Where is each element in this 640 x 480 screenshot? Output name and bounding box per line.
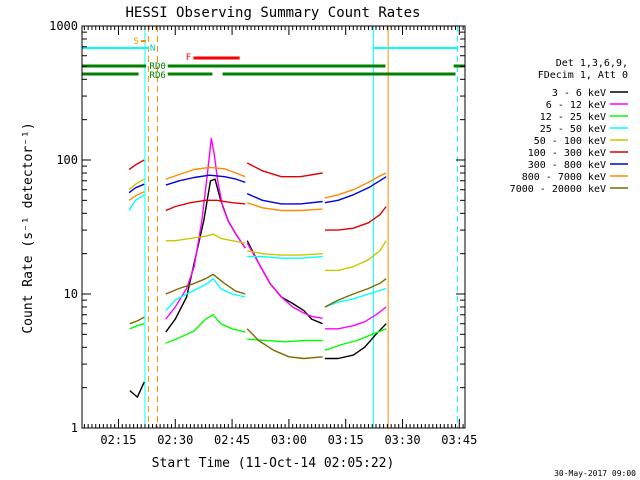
series-line-3 xyxy=(324,287,387,308)
series-line-0 xyxy=(165,178,246,333)
legend-entry-label: 7000 - 20000 keV xyxy=(510,184,606,195)
series-line-3 xyxy=(165,278,246,312)
series-line-8 xyxy=(165,273,246,295)
series-line-3 xyxy=(128,194,145,211)
y-axis-label: Count Rate (s⁻¹ detector⁻¹) xyxy=(21,122,36,333)
chart-title: HESSI Observing Summary Count Rates xyxy=(125,5,420,21)
legend-entry-label: 25 - 50 keV xyxy=(540,124,606,135)
rd6-flag-label: RD6 xyxy=(150,71,166,81)
legend-entry-label: 100 - 300 keV xyxy=(528,148,606,159)
y-tick-label: 10 xyxy=(64,287,78,301)
series-line-4 xyxy=(324,240,387,272)
x-tick-label: 02:45 xyxy=(214,433,250,447)
series-line-2 xyxy=(324,328,387,351)
series-line-1 xyxy=(324,306,387,330)
series-line-2 xyxy=(129,323,145,330)
series-line-3 xyxy=(247,255,323,259)
flare-flag-label: F xyxy=(186,53,191,63)
series-line-7 xyxy=(165,166,246,180)
series-line-4 xyxy=(128,178,145,191)
series-line-5 xyxy=(246,162,323,178)
series-line-5 xyxy=(128,159,145,171)
series-line-8 xyxy=(324,278,387,308)
rd0-flag-label: RD0 xyxy=(150,62,166,72)
series-line-8 xyxy=(129,316,145,325)
series-line-5 xyxy=(324,206,387,231)
series-line-6 xyxy=(165,174,246,186)
series-line-0 xyxy=(129,381,145,398)
saa-flag-label: S xyxy=(133,37,138,47)
x-tick-label: 03:45 xyxy=(441,433,477,447)
series-line-1 xyxy=(165,137,246,320)
series-line-7 xyxy=(324,172,387,199)
legend-entry-label: 12 - 25 keV xyxy=(540,112,606,123)
series-line-7 xyxy=(128,191,145,201)
x-tick-label: 02:15 xyxy=(100,433,136,447)
series-line-2 xyxy=(165,314,246,344)
night-flag-label: N xyxy=(150,44,155,54)
x-tick-label: 02:30 xyxy=(157,433,193,447)
legend-entry-label: 300 - 800 keV xyxy=(528,160,606,171)
y-tick-label: 100 xyxy=(56,153,78,167)
series-layer xyxy=(128,137,387,398)
series-line-4 xyxy=(165,233,246,244)
series-line-8 xyxy=(246,328,323,360)
series-line-5 xyxy=(165,199,246,212)
x-tick-label: 03:30 xyxy=(384,433,420,447)
series-line-6 xyxy=(128,183,145,194)
series-line-6 xyxy=(246,193,323,205)
series-line-7 xyxy=(246,202,323,212)
x-tick-label: 03:00 xyxy=(271,433,307,447)
footer-date: 30-May-2017 09:00 xyxy=(554,469,636,478)
series-line-6 xyxy=(324,176,387,204)
legend-entry-label: 800 - 7000 keV xyxy=(522,172,606,183)
plot-frame xyxy=(81,25,466,429)
legend-header: FDecim 1, Att 0 xyxy=(538,70,628,81)
legend-entry-label: 3 - 6 keV xyxy=(552,88,606,99)
series-line-2 xyxy=(247,338,323,343)
series-line-4 xyxy=(247,250,323,256)
series-line-1 xyxy=(246,242,323,319)
axis-layer: 1 10 100 1000 02:15 02:30 02:45 03:00 03:15 03:30… xyxy=(49,19,477,447)
legend-entry-label: 6 - 12 keV xyxy=(546,100,606,111)
y-tick-label: 1 xyxy=(71,421,78,435)
legend-header: Det 1,3,6,9, xyxy=(556,58,628,69)
legend-entry-label: 50 - 100 keV xyxy=(534,136,606,147)
x-tick-label: 03:15 xyxy=(328,433,364,447)
x-axis-label: Start Time (11-Oct-14 02:05:22) xyxy=(152,456,395,471)
y-tick-label: 1000 xyxy=(49,19,78,33)
